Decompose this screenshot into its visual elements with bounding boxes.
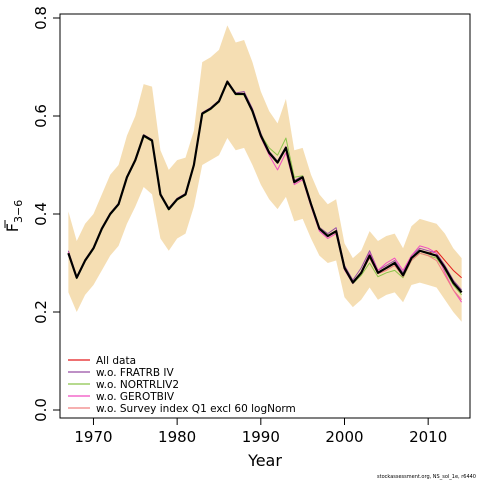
- axis-layer: 1970 1980 1990 2000 2010 0.0 0.2 0.4 0.6 0.8: [32, 6, 447, 446]
- confidence-band: [68, 25, 462, 322]
- y-tick-label-3: 0.6: [32, 104, 50, 128]
- series-line-0: [67, 80, 463, 294]
- x-tick-label-2000: 2000: [325, 428, 363, 446]
- legend-label-0: All data: [96, 355, 136, 367]
- y-tick-label-2: 0.4: [32, 202, 50, 226]
- footer-credit: stockassessment.org, NS_sol_1e, r6440: [377, 474, 476, 480]
- plot-frame: [59, 13, 471, 419]
- legend-label-3: w.o. GEROTBIV: [96, 391, 175, 403]
- x-tick-label-2010: 2010: [409, 428, 447, 446]
- y-axis-title: F3−6: [3, 200, 25, 232]
- plot-layer: [67, 25, 463, 322]
- legend-label-2: w.o. NORTRLIV2: [96, 379, 179, 391]
- x-tick-label-1970: 1970: [74, 428, 112, 446]
- y-axis-title-main: F: [3, 223, 22, 232]
- x-axis-title: Year: [247, 451, 282, 470]
- y-tick-label-4: 0.8: [32, 6, 50, 30]
- legend-label-1: w.o. FRATRB IV: [96, 367, 175, 379]
- y-tick-label-1: 0.2: [32, 300, 50, 324]
- y-axis-title-sub: 3−6: [12, 200, 25, 223]
- svg-text:F3−6: F3−6: [3, 200, 25, 232]
- x-tick-label-1990: 1990: [242, 428, 280, 446]
- y-tick-label-0: 0.0: [32, 398, 50, 422]
- legend-label-4: w.o. Survey index Q1 excl 60 logNorm: [96, 403, 296, 415]
- x-tick-label-1980: 1980: [158, 428, 196, 446]
